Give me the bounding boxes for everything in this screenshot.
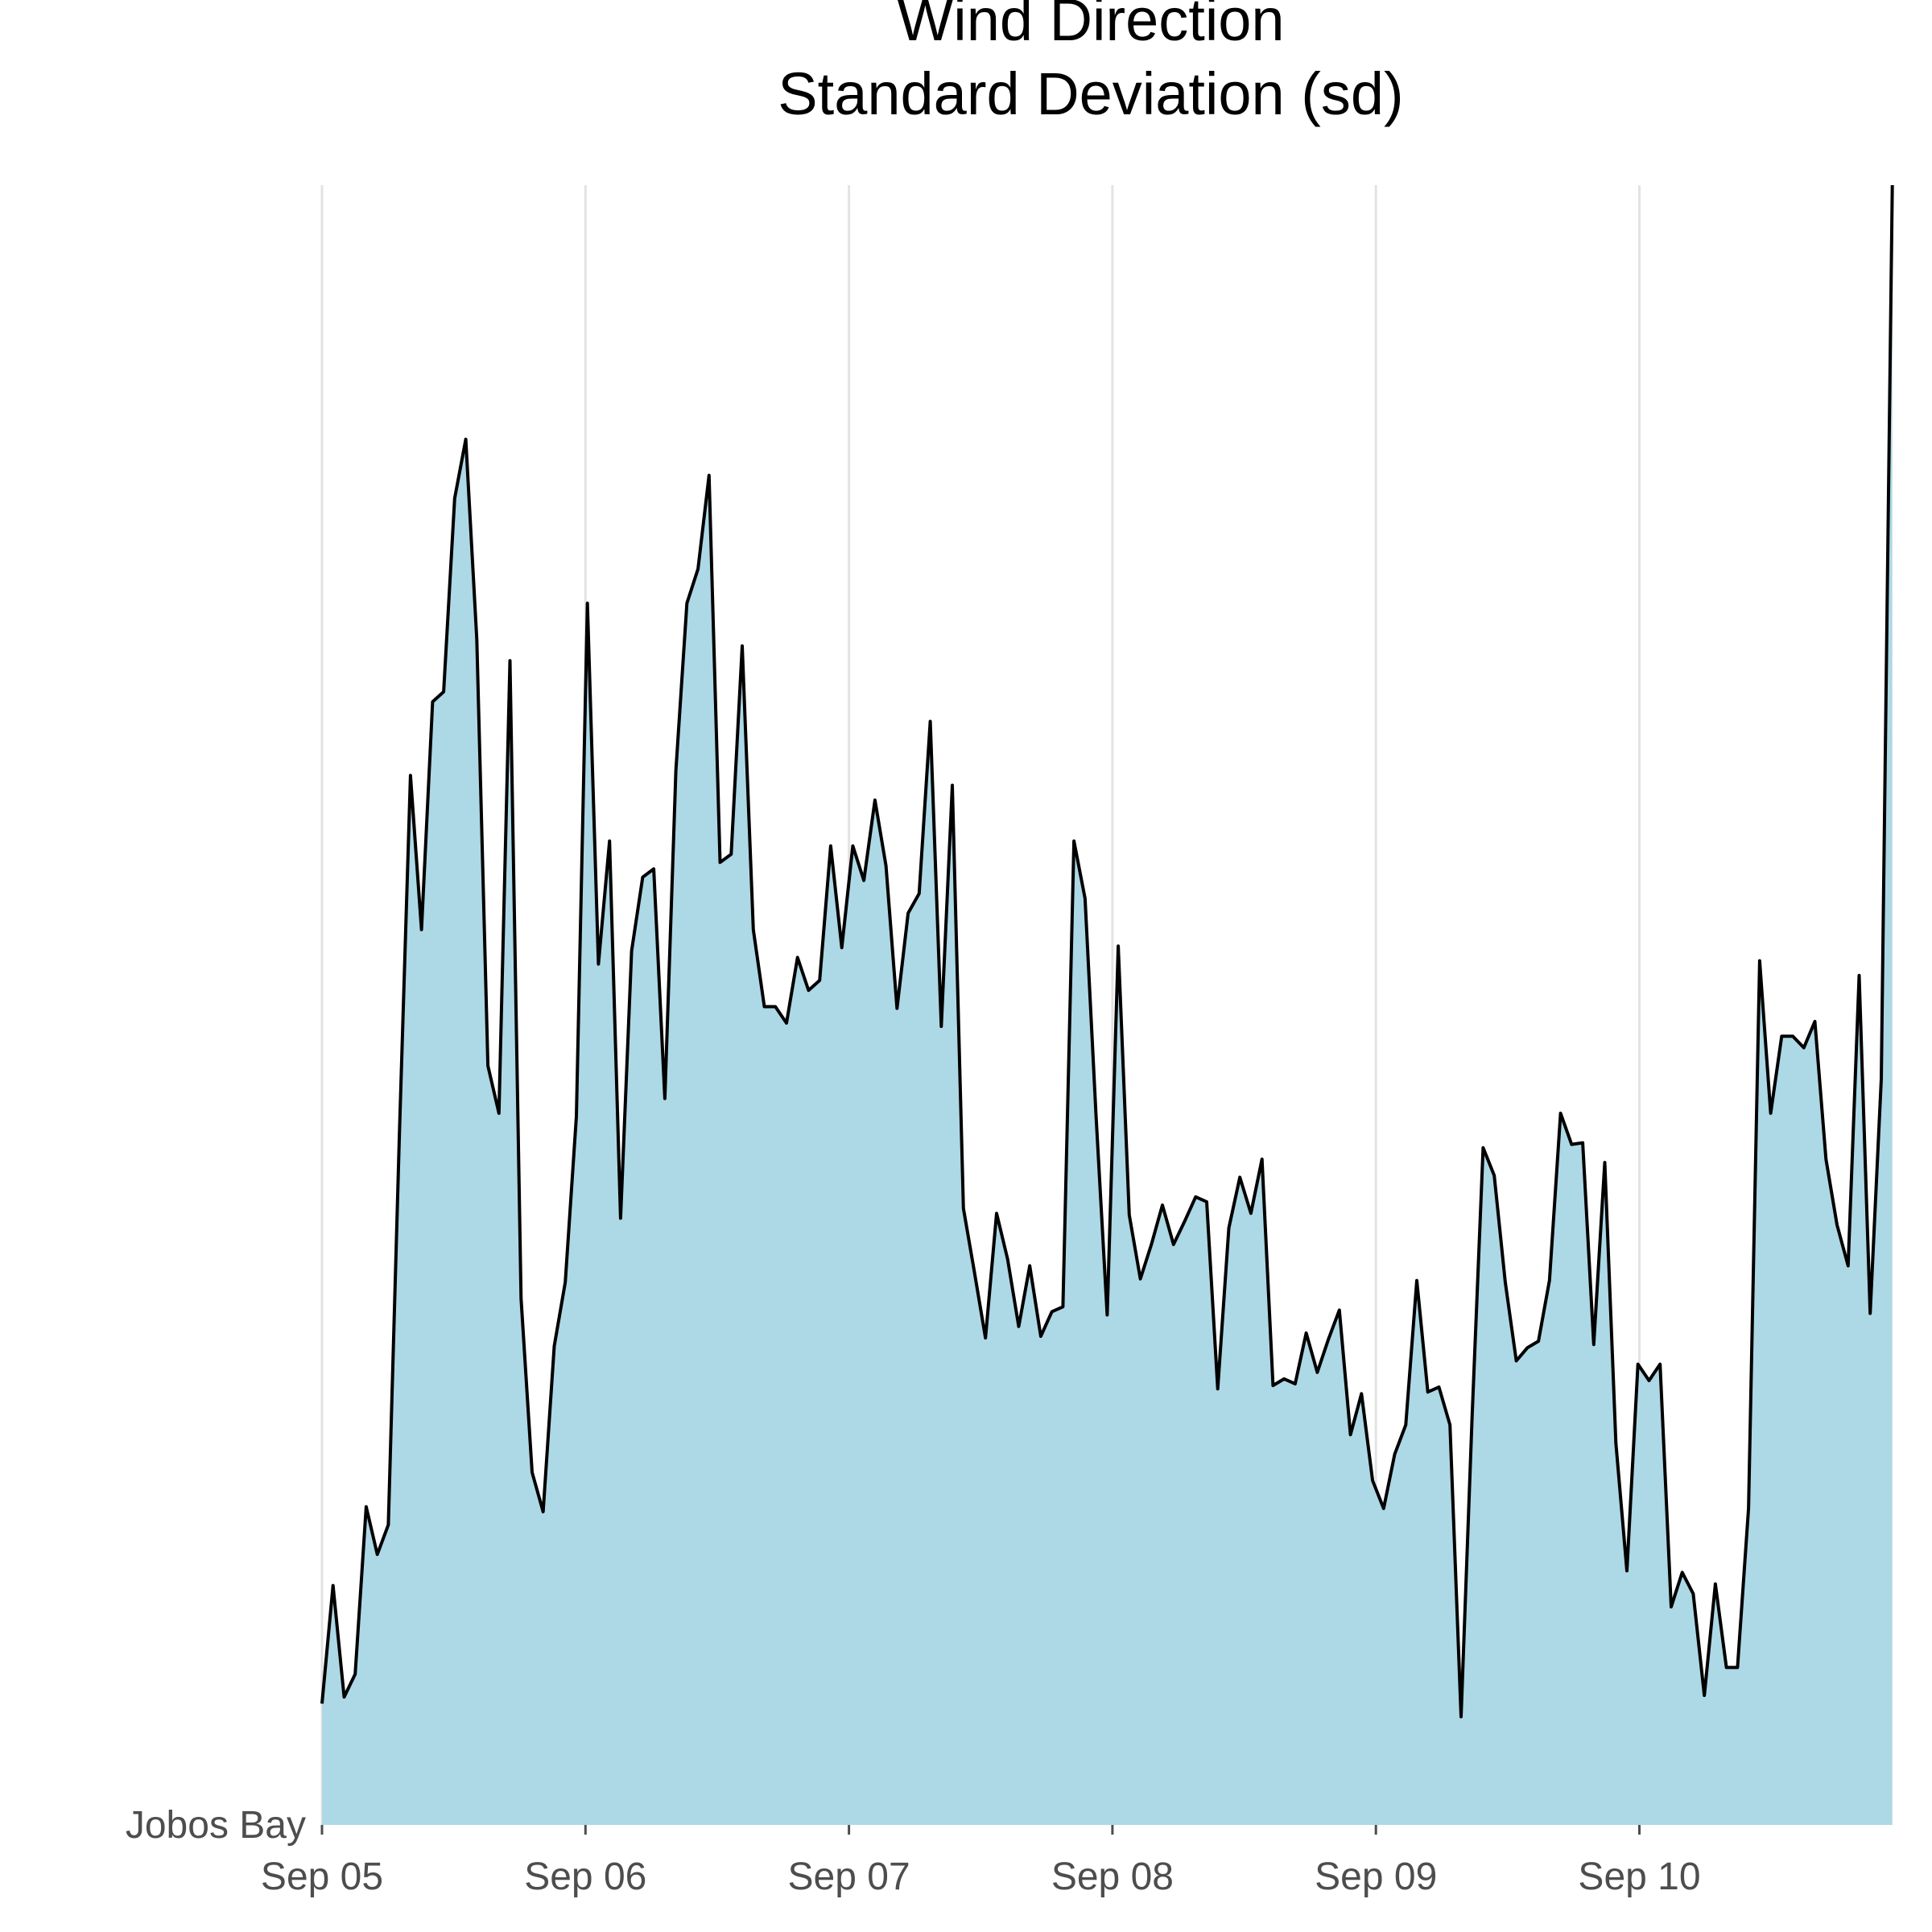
x-tick-label: Sep 08	[1051, 1856, 1174, 1898]
x-axis-tick-labels: Sep 05 Sep 06 Sep 07 Sep 08 Sep 09 Sep 10	[261, 1856, 1701, 1898]
chart-title-line-2: Standard Deviation (sd)	[778, 60, 1404, 127]
y-axis-category-label: Jobos Bay	[126, 1804, 306, 1847]
x-tick-label: Sep 05	[261, 1856, 383, 1898]
area-fill	[322, 185, 1893, 1825]
x-tick-label: Sep 09	[1315, 1856, 1437, 1898]
x-tick-label: Sep 07	[788, 1856, 910, 1898]
x-axis-ticks	[320, 1825, 1641, 1835]
x-tick-label: Sep 10	[1578, 1856, 1700, 1898]
series-line	[320, 184, 1894, 1719]
x-tick-label: Sep 06	[524, 1856, 646, 1898]
chart-title-line-1: Wind Direction	[897, 0, 1285, 53]
